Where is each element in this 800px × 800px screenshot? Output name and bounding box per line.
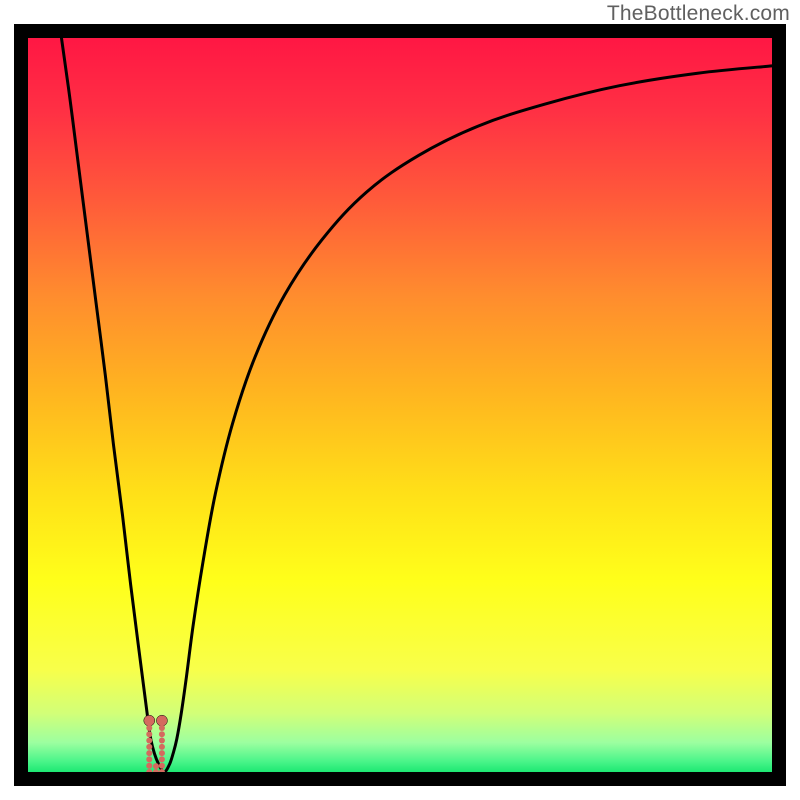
curve-svg bbox=[28, 38, 772, 772]
curve-marker-dot bbox=[146, 738, 152, 744]
curve-marker-dot bbox=[159, 750, 165, 756]
curve-marker-dot bbox=[146, 750, 152, 756]
curve-marker-dot bbox=[146, 725, 152, 731]
curve-marker-dot bbox=[159, 738, 165, 744]
watermark-text: TheBottleneck.com bbox=[607, 2, 790, 26]
chart-container: TheBottleneck.com bbox=[0, 0, 800, 800]
curve-marker-dot bbox=[159, 763, 165, 769]
curve-marker-dot bbox=[159, 756, 165, 762]
curve-marker-dot bbox=[146, 763, 152, 769]
curve-marker bbox=[156, 715, 167, 726]
curve-marker-dot bbox=[153, 769, 159, 772]
curve-marker-dot bbox=[146, 744, 152, 750]
curve-marker-dot bbox=[146, 756, 152, 762]
curve-marker-dot bbox=[159, 744, 165, 750]
plot-area bbox=[28, 38, 772, 772]
curve-marker-dot bbox=[153, 763, 159, 769]
curve-marker-dot bbox=[146, 731, 152, 737]
curve-marker bbox=[144, 715, 155, 726]
curve-marker-dot bbox=[159, 731, 165, 737]
curve-marker-dot bbox=[146, 769, 152, 772]
curve-marker-dot bbox=[159, 725, 165, 731]
bottleneck-curve bbox=[61, 38, 772, 772]
